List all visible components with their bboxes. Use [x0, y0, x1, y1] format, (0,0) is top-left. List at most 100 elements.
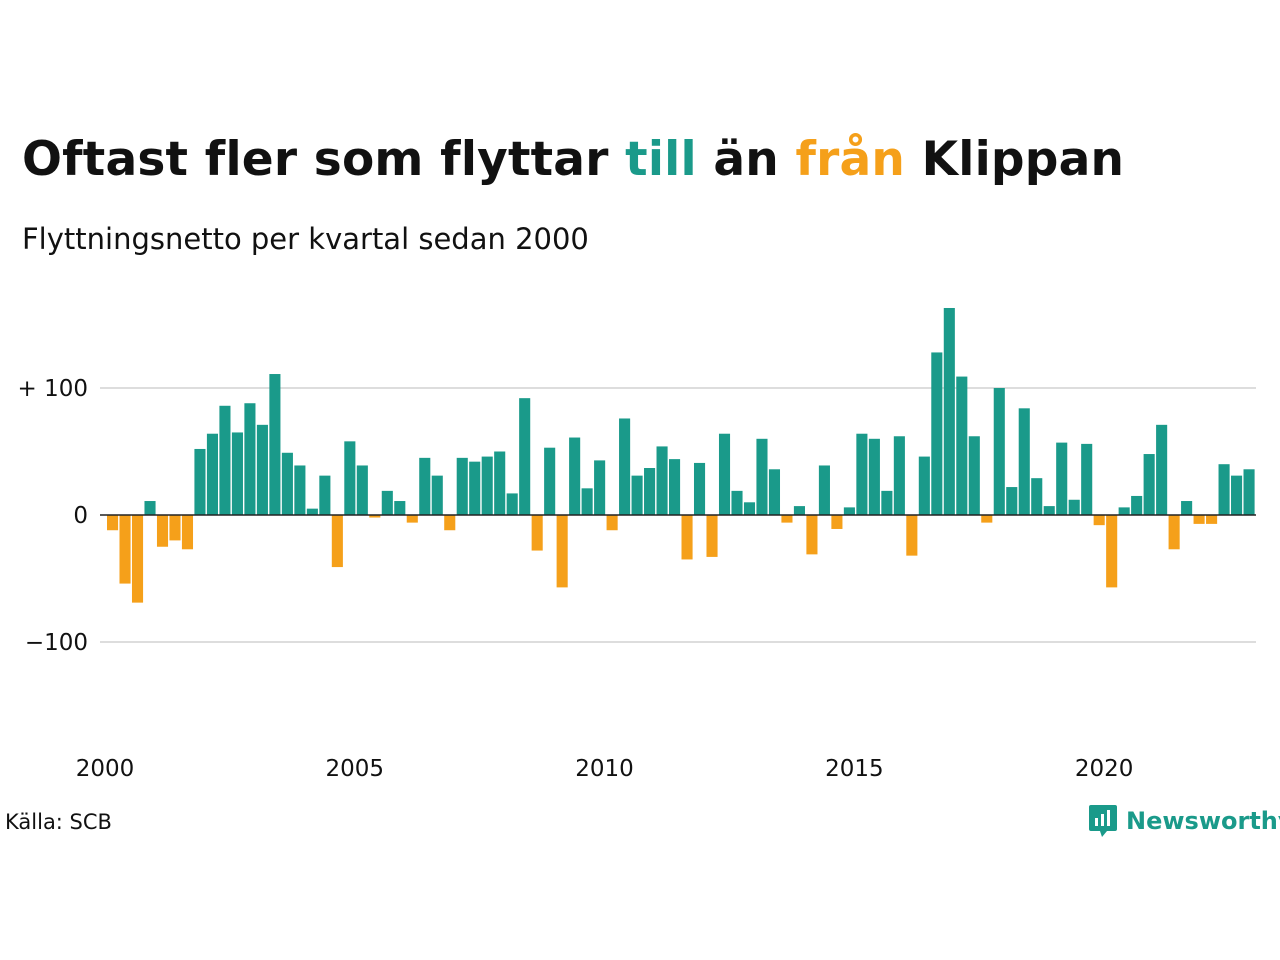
bar	[419, 457, 431, 515]
source-label: Källa: SCB	[5, 810, 112, 834]
bar	[306, 508, 318, 515]
bar	[1181, 501, 1193, 515]
bar	[968, 436, 980, 515]
bar	[781, 515, 793, 523]
newsworthy-logo[interactable]: Newsworthy	[1088, 803, 1280, 839]
bar	[644, 468, 656, 515]
bar	[256, 424, 268, 515]
bar	[906, 515, 918, 556]
bar	[1068, 499, 1080, 515]
bar	[743, 502, 756, 515]
bar	[156, 515, 169, 547]
bar	[1143, 454, 1155, 515]
bar	[181, 515, 194, 550]
bar	[1006, 487, 1018, 515]
bar	[856, 433, 868, 515]
bar	[1218, 464, 1230, 515]
y-tick-label: + 100	[18, 376, 88, 402]
bar	[918, 456, 930, 515]
bar	[169, 515, 181, 541]
bar	[569, 437, 581, 515]
bar	[381, 490, 393, 515]
chart-title: Oftast fler som flyttar till än från Kli…	[22, 132, 1124, 187]
bar	[194, 448, 206, 515]
x-tick-label: 2005	[326, 756, 385, 782]
newsworthy-logo-icon	[1089, 805, 1117, 837]
bar	[556, 515, 568, 588]
bar	[519, 398, 531, 515]
bar	[1193, 515, 1205, 524]
bar	[369, 515, 381, 518]
bar	[1043, 506, 1055, 515]
bar	[768, 469, 781, 515]
bar	[956, 376, 968, 515]
bar	[831, 515, 843, 529]
bar	[1056, 442, 1068, 515]
bar	[319, 475, 331, 515]
bar	[394, 501, 406, 515]
bar	[1243, 469, 1255, 515]
x-tick-label: 2010	[575, 756, 634, 782]
bars	[107, 307, 1255, 603]
bar	[506, 493, 518, 515]
bar	[1231, 475, 1243, 515]
bar	[1018, 408, 1030, 515]
bar	[843, 507, 855, 515]
bar	[806, 515, 818, 555]
bar	[119, 515, 131, 584]
bar	[631, 475, 643, 515]
bar	[1031, 478, 1043, 515]
bar	[269, 374, 281, 515]
bar	[494, 451, 506, 515]
grid-lines	[100, 387, 1256, 643]
bar	[1081, 443, 1093, 515]
bar	[693, 462, 706, 515]
bar	[868, 438, 880, 515]
title-highlight-fran: från	[795, 132, 906, 187]
bar	[107, 515, 119, 531]
bar	[431, 475, 443, 515]
bar	[206, 433, 218, 515]
bar	[231, 432, 243, 515]
bar	[706, 515, 718, 557]
bar	[1156, 424, 1168, 515]
bar	[294, 465, 306, 515]
bar	[131, 515, 144, 603]
bar	[681, 515, 693, 560]
title-part-1: Oftast fler som flyttar	[22, 132, 626, 187]
title-highlight-till: till	[625, 132, 697, 187]
bar	[619, 418, 631, 515]
bar	[943, 307, 955, 515]
y-tick-label: 0	[73, 503, 88, 529]
bar-chart: + 100 0 −100 2000 2005 2010 2015 2020	[18, 307, 1256, 782]
bar	[481, 456, 493, 515]
y-tick-label: −100	[25, 630, 88, 656]
bar	[544, 447, 556, 515]
bar	[406, 515, 418, 523]
bar	[981, 515, 993, 523]
logo-text: Newsworthy	[1126, 807, 1280, 835]
bar	[144, 501, 156, 515]
bar	[993, 388, 1005, 515]
bar	[581, 488, 593, 515]
bar	[1131, 495, 1143, 515]
x-tick-label: 2020	[1075, 756, 1134, 782]
bar	[669, 459, 681, 515]
bar	[456, 457, 468, 515]
bar	[756, 438, 768, 515]
bar	[1093, 515, 1105, 526]
bar	[881, 490, 893, 515]
x-axis-ticks: 2000 2005 2010 2015 2020	[76, 756, 1134, 782]
bar	[718, 433, 731, 515]
bar	[356, 465, 368, 515]
x-tick-label: 2000	[76, 756, 135, 782]
bar	[244, 403, 256, 515]
bar	[1168, 515, 1180, 550]
title-part-5: Klippan	[905, 132, 1125, 187]
bar	[469, 461, 481, 515]
chart-subtitle: Flyttningsnetto per kvartal sedan 2000	[22, 222, 589, 256]
bar	[793, 506, 805, 515]
bar	[656, 446, 668, 515]
bar	[281, 452, 293, 515]
y-axis-ticks: + 100 0 −100	[18, 376, 88, 656]
